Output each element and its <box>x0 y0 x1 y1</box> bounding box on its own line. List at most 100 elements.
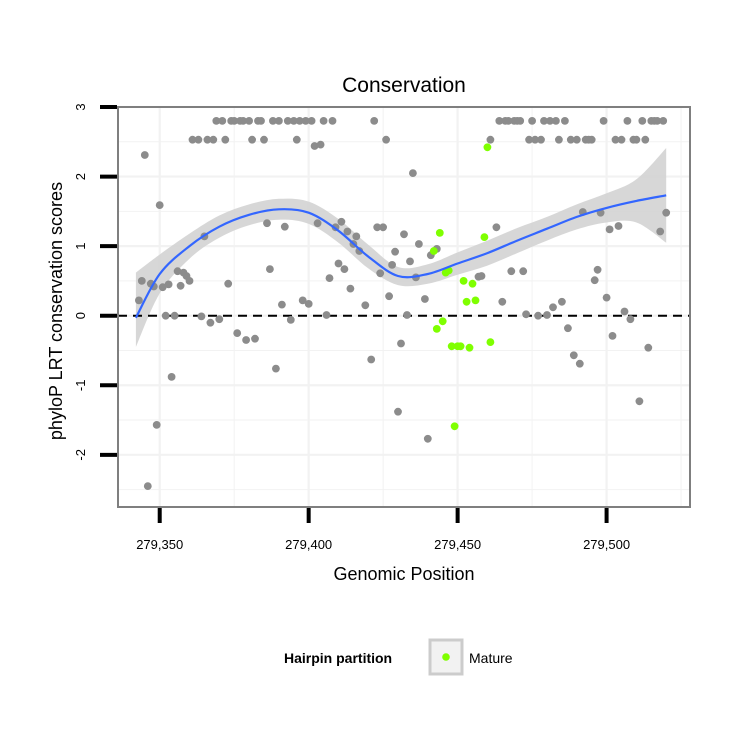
point <box>328 117 337 125</box>
point <box>158 283 167 292</box>
y-tick-label: -1 <box>73 380 88 392</box>
point <box>361 301 370 310</box>
point <box>391 247 399 256</box>
point <box>337 217 346 226</box>
point-mature <box>483 143 492 152</box>
x-tick-label: 279,450 <box>434 537 481 552</box>
point <box>477 272 486 280</box>
point <box>546 117 554 125</box>
point <box>415 240 423 248</box>
point <box>641 135 650 144</box>
point <box>140 151 149 159</box>
point <box>230 117 239 125</box>
legend-key-mature-point <box>442 653 450 661</box>
point <box>495 117 504 125</box>
point <box>203 135 212 144</box>
point-mature <box>468 279 477 288</box>
point <box>370 117 379 125</box>
point <box>242 336 251 344</box>
point <box>614 222 623 230</box>
point <box>266 265 274 273</box>
point <box>590 276 599 285</box>
point <box>566 135 575 144</box>
point <box>173 267 182 276</box>
point <box>572 135 581 144</box>
point <box>322 311 331 319</box>
point <box>605 225 614 234</box>
point <box>575 359 584 368</box>
point <box>155 201 164 210</box>
point <box>638 117 647 125</box>
point <box>248 135 256 144</box>
point <box>292 135 301 144</box>
point <box>334 259 343 268</box>
point <box>555 135 563 144</box>
point <box>385 292 393 301</box>
point <box>185 277 194 285</box>
point <box>346 284 355 293</box>
point-mature <box>429 247 438 255</box>
point <box>635 397 644 406</box>
point <box>620 307 629 316</box>
x-axis-label: Genomic Position <box>333 564 474 584</box>
point <box>492 223 501 232</box>
point <box>406 257 414 266</box>
point <box>206 318 215 327</box>
point <box>319 117 328 125</box>
point <box>304 300 313 308</box>
point <box>164 280 173 289</box>
point <box>608 332 617 340</box>
point <box>161 311 170 320</box>
point <box>623 117 632 125</box>
point <box>659 117 668 125</box>
point-mature <box>471 296 480 305</box>
point <box>352 232 361 241</box>
point <box>170 311 179 320</box>
point <box>540 117 548 125</box>
point <box>325 274 334 282</box>
point <box>587 135 596 144</box>
point <box>316 140 325 149</box>
point <box>617 135 626 144</box>
point <box>528 117 536 125</box>
point <box>543 311 551 319</box>
point <box>224 279 233 288</box>
plot-area <box>118 107 690 507</box>
point-mature <box>435 229 444 237</box>
point <box>519 267 528 276</box>
point <box>298 296 307 305</box>
point <box>355 247 364 255</box>
point <box>137 277 146 285</box>
point <box>656 227 665 236</box>
point-mature <box>465 343 474 352</box>
point <box>558 297 566 306</box>
point <box>197 312 206 321</box>
point <box>143 482 152 490</box>
point <box>269 117 277 125</box>
point <box>662 208 671 217</box>
point <box>602 293 611 302</box>
x-axis: 279,350 279,400 279,450 279,500 <box>136 508 630 552</box>
point-mature <box>450 422 459 431</box>
x-tick-label: 279,350 <box>136 537 183 552</box>
point <box>421 295 429 303</box>
point <box>531 135 539 144</box>
point <box>278 300 286 309</box>
point <box>233 329 242 337</box>
legend: Hairpin partition Mature <box>284 638 513 676</box>
plot-background <box>118 107 690 507</box>
point <box>373 223 382 232</box>
y-tick-label: 0 <box>73 312 88 319</box>
x-tick-label: 279,400 <box>285 537 332 552</box>
point <box>340 265 349 273</box>
point <box>275 117 283 125</box>
point <box>388 261 396 269</box>
point-mature <box>480 233 489 242</box>
point <box>307 117 316 125</box>
point-mature <box>456 342 465 351</box>
point <box>504 117 513 125</box>
point <box>218 117 227 125</box>
point <box>283 117 292 125</box>
point <box>313 219 322 228</box>
